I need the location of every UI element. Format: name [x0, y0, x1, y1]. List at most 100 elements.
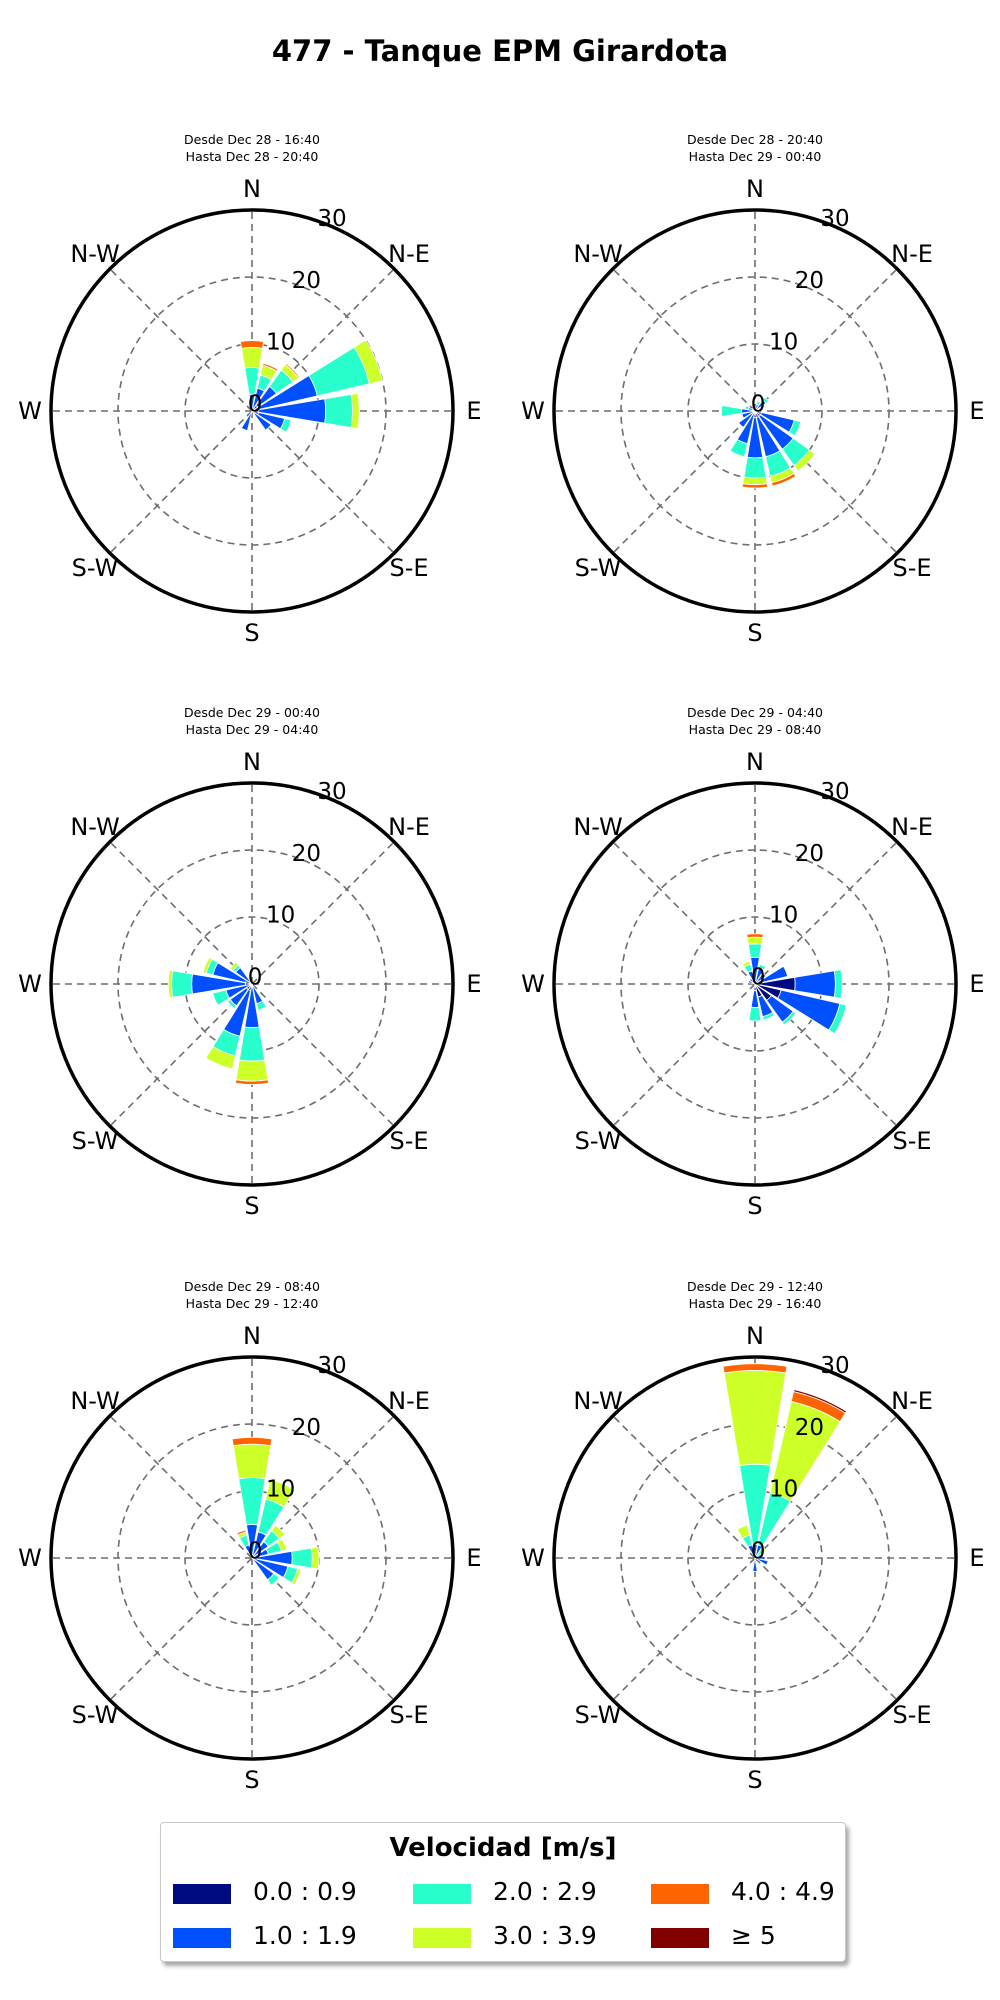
radial-tick-label: 10 [769, 1477, 798, 1503]
compass-label-s-w: S-W [72, 1701, 119, 1729]
compass-label-n-w: N-W [573, 813, 622, 841]
rose-bar-S-bin4 [741, 483, 769, 489]
legend-label-0: 0.0 : 0.9 [253, 1877, 357, 1906]
legend-swatch-0 [173, 1884, 231, 1904]
compass-label-w: W [18, 970, 42, 998]
legend-label-2: 2.0 : 2.9 [493, 1877, 597, 1906]
grid-spoke [754, 1557, 898, 1701]
compass-label-w: W [521, 1544, 545, 1572]
rose-bar-WSW-bin1 [741, 410, 756, 419]
rose-bar-ESE-bin2 [828, 1003, 847, 1035]
panel-subtitle-to: Hasta Dec 29 - 04:40 [186, 722, 319, 737]
compass-label-s-w: S-W [72, 554, 119, 582]
compass-label-n-e: N-E [388, 1387, 430, 1415]
compass-label-n-e: N-E [388, 813, 430, 841]
rose-bar-WNW-bin3 [202, 956, 213, 974]
radial-tick-label: 0 [751, 392, 766, 418]
outer-ring [49, 781, 455, 1187]
compass-label-n-e: N-E [891, 1387, 933, 1415]
grid-spoke [754, 268, 898, 412]
grid-spoke [109, 1557, 253, 1701]
compass-label-s-e: S-E [892, 1127, 931, 1155]
compass-label-e: E [466, 1544, 481, 1572]
compass-label-s: S [747, 1192, 762, 1220]
rose-bar-SE-bin2 [781, 1010, 797, 1026]
compass-label-n: N [746, 1322, 764, 1350]
panel-subtitle-from: Desde Dec 28 - 20:40 [687, 132, 823, 147]
panel-subtitle-from: Desde Dec 29 - 04:40 [687, 705, 823, 720]
wind-rose-panel-0: Desde Dec 28 - 16:40 Hasta Dec 28 - 20:40… [18, 132, 481, 647]
wind-rose-panel-4: Desde Dec 29 - 04:40 Hasta Dec 29 - 08:40… [521, 705, 984, 1220]
legend-title: Velocidad [m/s] [389, 1833, 617, 1863]
grid-spoke [251, 1415, 395, 1559]
panel-subtitle-to: Hasta Dec 29 - 16:40 [689, 1296, 822, 1311]
rose-bar-NW-bin3 [229, 961, 239, 971]
compass-label-s: S [747, 1766, 762, 1794]
rose-bar-W-bin2 [171, 970, 193, 998]
compass-label-n-e: N-E [891, 813, 933, 841]
grid-spoke [251, 841, 395, 985]
grid-spoke [109, 841, 253, 985]
rose-bar-ESE-bin3 [291, 1568, 302, 1586]
compass-label-w: W [18, 1544, 42, 1572]
rose-bar-SE-bin2 [267, 1573, 280, 1586]
compass-label-e: E [466, 397, 481, 425]
rose-bar-E-bin3 [350, 392, 360, 430]
legend-swatch-5 [651, 1928, 709, 1948]
rose-bar-W-bin3 [167, 969, 174, 999]
compass-label-n-w: N-W [70, 813, 119, 841]
grid-spoke [754, 410, 898, 554]
radial-tick-label: 10 [266, 903, 295, 929]
rose-bar-WSW-bin2 [212, 989, 230, 1006]
legend-swatch-1 [173, 1928, 231, 1948]
rose-bar-E-bin1 [754, 409, 763, 413]
grid-spoke [612, 841, 756, 985]
rose-bar-NNE-bin2 [758, 963, 767, 971]
rose-bar-ENE-bin1 [754, 1553, 763, 1559]
grid-spoke [251, 983, 395, 1127]
rose-bar-N-bin3 [241, 346, 263, 369]
rose-bar-NNE-bin2 [756, 400, 761, 406]
grid-spoke [612, 410, 756, 554]
compass-label-n: N [243, 175, 261, 203]
compass-label-n-w: N-W [70, 1387, 119, 1415]
radial-tick-label: 0 [751, 1539, 766, 1565]
rose-bar-N-bin3 [232, 1443, 272, 1480]
rose-bar-SW-bin2 [226, 999, 237, 1010]
grid-spoke [251, 1557, 395, 1701]
rose-bar-E-bin1 [794, 970, 836, 998]
rose-bar-SSW-bin2 [729, 438, 748, 458]
wind-rose-panel-3: Desde Dec 28 - 20:40 Hasta Dec 29 - 00:40… [521, 132, 984, 647]
rose-bar-S-bin1 [752, 1557, 758, 1572]
rose-bar-ENE-bin1 [760, 965, 789, 983]
panel-subtitle-to: Hasta Dec 29 - 00:40 [689, 149, 822, 164]
chart-title: 477 - Tanque EPM Girardota [271, 34, 729, 68]
rose-bar-W-bin2 [721, 405, 743, 417]
radial-tick-label: 20 [795, 1415, 824, 1441]
compass-label-w: W [18, 397, 42, 425]
radial-tick-label: 0 [248, 392, 263, 418]
rose-bar-ESE-bin2 [279, 418, 292, 433]
grid-spoke [754, 1415, 898, 1559]
legend-swatch-3 [413, 1928, 471, 1948]
legend: Velocidad [m/s] 0.0 : 0.9 1.0 : 1.9 2.0 … [160, 1822, 846, 1962]
rose-bar-ENE-bin3 [353, 339, 384, 385]
rose-bar-NE-bin3 [270, 1524, 286, 1540]
compass-label-n-w: N-W [70, 240, 119, 268]
grid-spoke [612, 268, 756, 412]
compass-label-s-e: S-E [389, 1127, 428, 1155]
compass-label-n: N [746, 748, 764, 776]
wind-rose-panel-1: Desde Dec 29 - 00:40 Hasta Dec 29 - 04:40… [18, 705, 481, 1220]
grid-spoke [612, 983, 756, 1127]
rose-bar-SSW-bin3 [205, 1045, 236, 1070]
compass-label-n-w: N-W [573, 240, 622, 268]
compass-label-n-e: N-E [388, 240, 430, 268]
panel-subtitle-from: Desde Dec 28 - 16:40 [184, 132, 320, 147]
rose-bar-E-bin2 [291, 1547, 313, 1569]
rose-bar-ENE-bin3 [277, 1538, 288, 1552]
legend-label-1: 1.0 : 1.9 [253, 1921, 357, 1950]
rose-bar-S-bin4 [235, 1079, 269, 1085]
compass-label-e: E [466, 970, 481, 998]
grid-spoke [109, 983, 253, 1127]
